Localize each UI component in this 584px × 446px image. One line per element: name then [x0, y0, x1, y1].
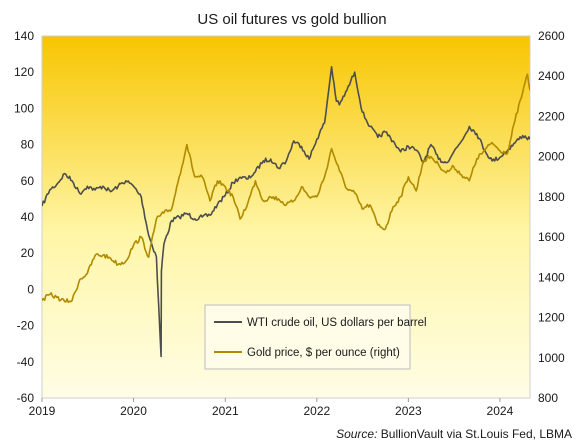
y-left-tick-label: -20 — [17, 319, 35, 333]
y-left-tick-label: 0 — [27, 282, 34, 296]
y-right-tick-label: 1400 — [538, 270, 565, 284]
y-right-tick-label: 1000 — [538, 351, 565, 365]
x-tick-label: 2023 — [395, 404, 422, 418]
legend-label-gold: Gold price, $ per ounce (right) — [247, 347, 400, 359]
source-text: BullionVault via St.Louis Fed, LBMA — [381, 427, 572, 441]
x-tick-label: 2021 — [212, 404, 239, 418]
y-left-tick-label: 80 — [21, 138, 35, 152]
legend-label-wti: WTI crude oil, US dollars per barrel — [247, 317, 427, 329]
y-left-tick-label: -60 — [17, 391, 35, 405]
series-line-gold — [42, 73, 530, 304]
legend: WTI crude oil, US dollars per barrel Gol… — [204, 304, 427, 370]
source-label: Source: — [336, 427, 377, 441]
chart-title: US oil futures vs gold bullion — [197, 11, 386, 28]
x-tick-label: 2020 — [120, 404, 147, 418]
y-left-tick-label: 40 — [21, 210, 35, 224]
series-line-wti — [42, 66, 530, 358]
x-axis: 2019 2020 2021 2022 2023 2024 — [29, 398, 514, 418]
y-right-tick-label: 2600 — [538, 29, 565, 43]
x-tick-label: 2019 — [29, 404, 56, 418]
y-left-tick-label: 20 — [21, 246, 35, 260]
y-right-tick-label: 2400 — [538, 69, 565, 83]
y-left-tick-label: -40 — [17, 355, 35, 369]
y-right-tick-label: 800 — [538, 391, 558, 405]
y-axis-right: 2600 2400 2200 2000 1800 1600 1400 1200 1000 800 — [538, 29, 565, 405]
source-note: Source: BullionVault via St.Louis Fed, L… — [336, 427, 572, 441]
y-right-tick-label: 2000 — [538, 150, 565, 164]
y-axis-left: 140 120 100 80 60 40 20 0 -20 -40 -60 — [14, 29, 34, 405]
y-left-tick-label: 120 — [14, 65, 34, 79]
legend-box — [204, 304, 411, 370]
y-right-tick-label: 1800 — [538, 190, 565, 204]
y-right-tick-label: 1600 — [538, 230, 565, 244]
y-left-tick-label: 100 — [14, 101, 34, 115]
x-tick-label: 2022 — [303, 404, 330, 418]
y-left-tick-label: 60 — [21, 174, 35, 188]
y-left-tick-label: 140 — [14, 29, 34, 43]
y-right-tick-label: 2200 — [538, 109, 565, 123]
x-tick-label: 2024 — [487, 404, 514, 418]
y-right-tick-label: 1200 — [538, 311, 565, 325]
